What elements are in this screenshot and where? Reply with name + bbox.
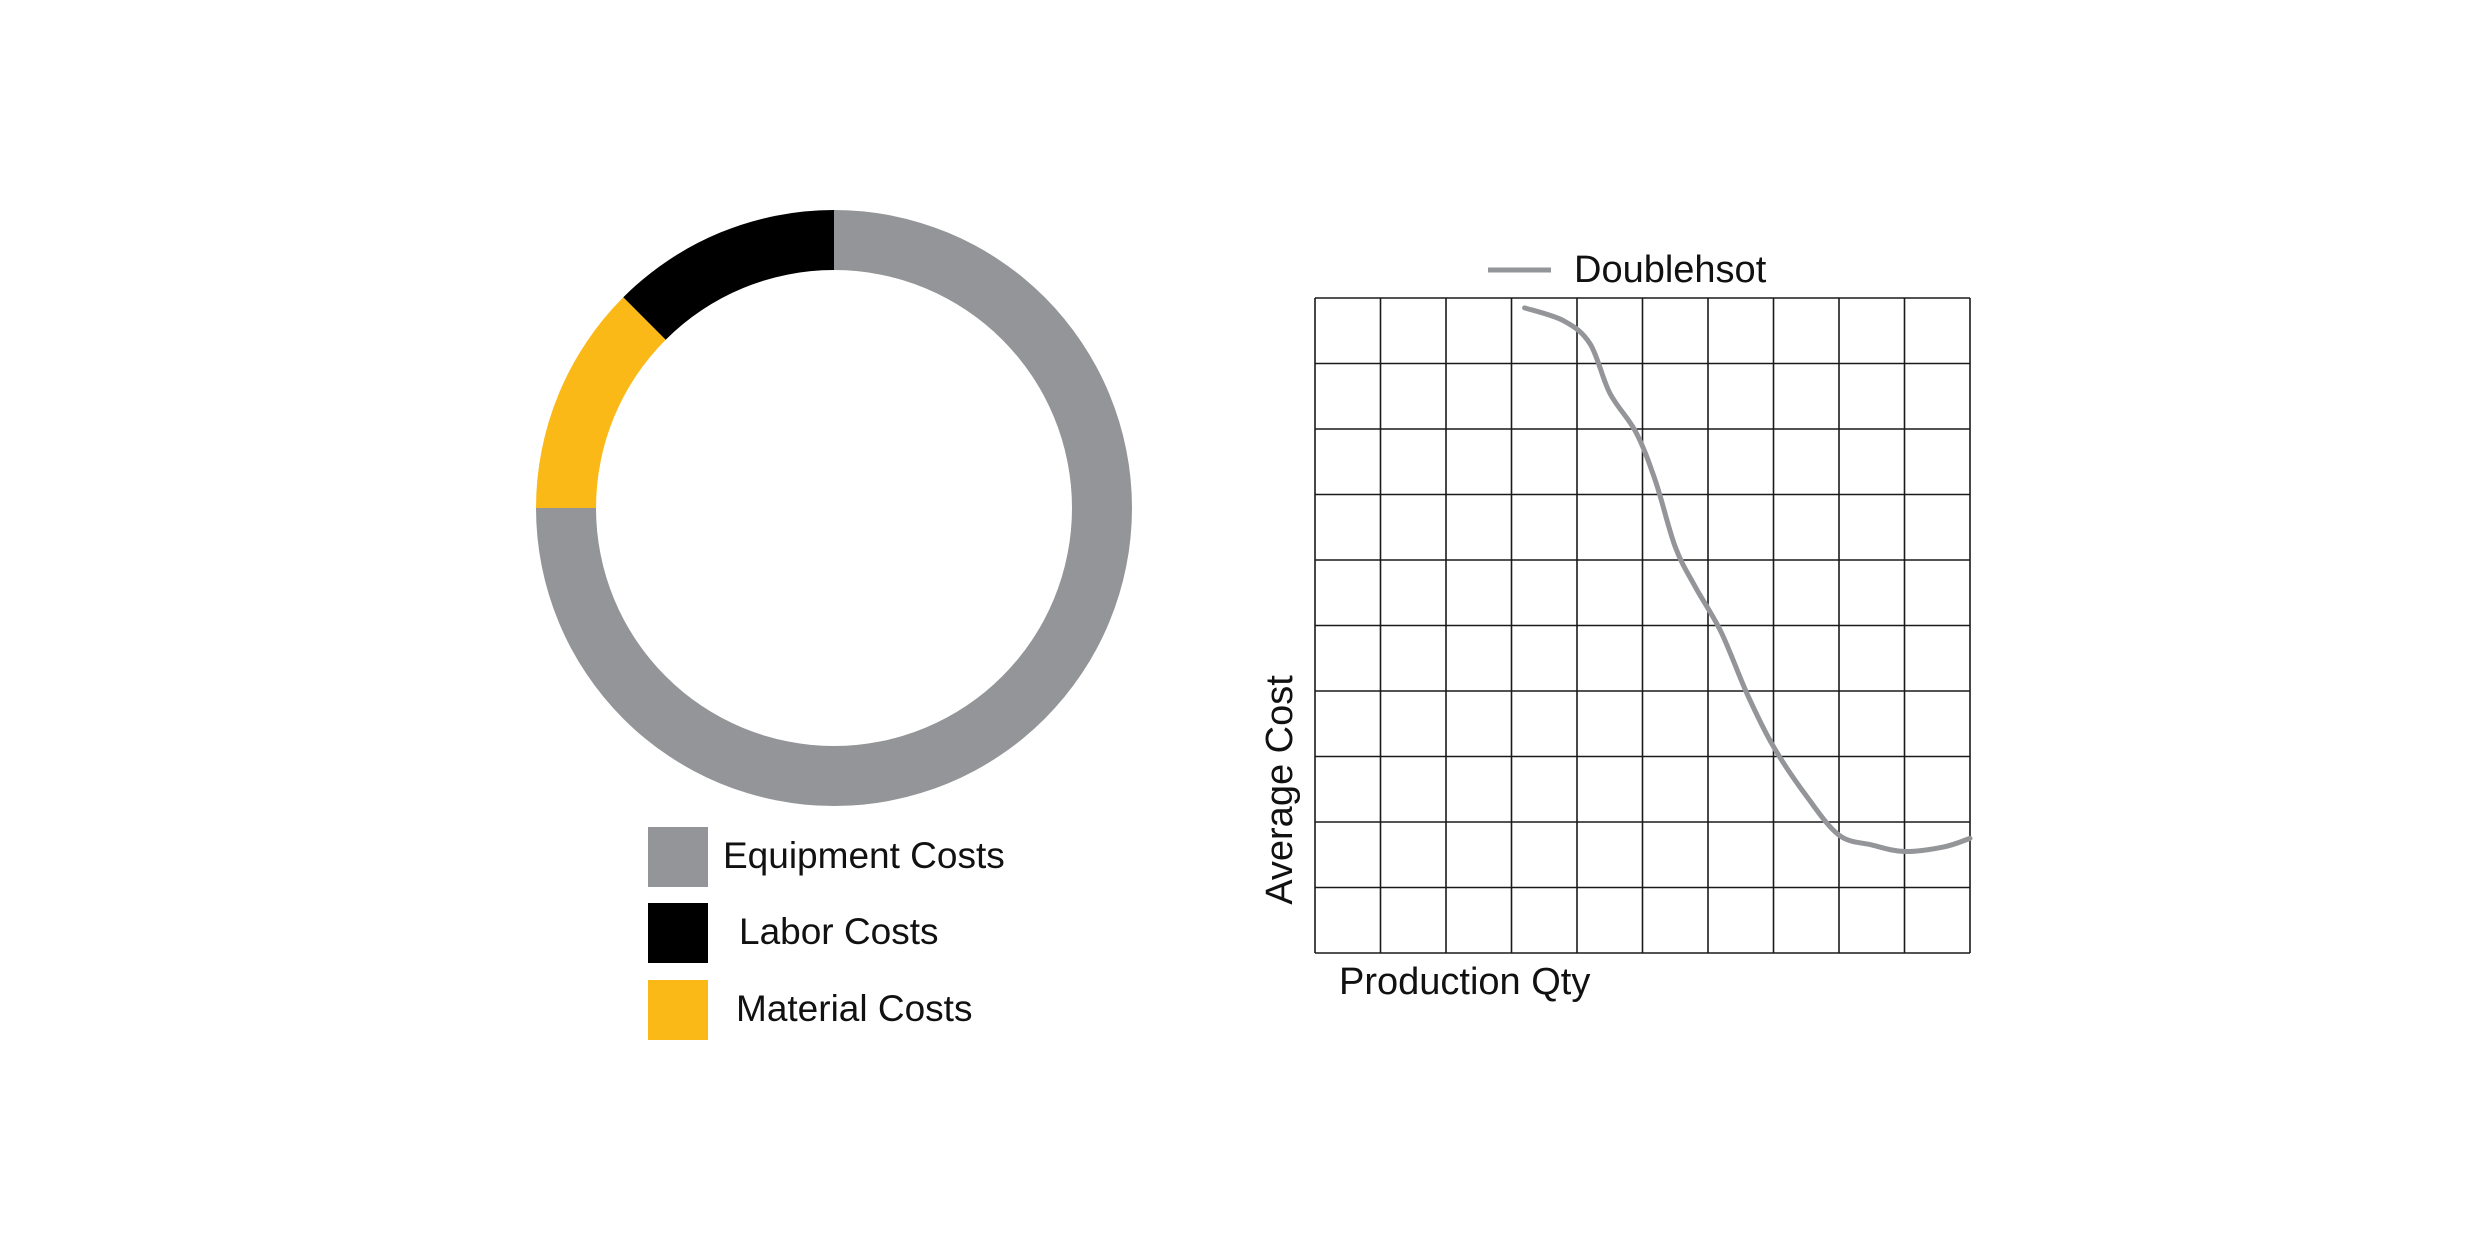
- legend-swatch-labor-costs: [648, 903, 708, 963]
- line-legend: Doublehsot: [1488, 249, 1767, 291]
- legend-swatch-material-costs: [648, 980, 708, 1040]
- legend-label-labor-costs: Labor Costs: [739, 911, 939, 952]
- donut-legend: Equipment Costs Labor Costs Material Costs: [648, 827, 1005, 1040]
- line-chart: Doublehsot Production Qty Average Cost: [1259, 249, 1973, 1003]
- series-line-doublehsot: [1522, 305, 1973, 854]
- donut-slice-material-costs: [536, 297, 666, 508]
- grid: [1314, 297, 1971, 954]
- legend-item-material-costs: Material Costs: [648, 980, 972, 1040]
- legend-label-equipment-costs: Equipment Costs: [723, 835, 1005, 876]
- y-axis-label: Average Cost: [1259, 675, 1301, 905]
- legend-swatch-equipment-costs: [648, 827, 708, 887]
- donut-slice-labor-costs: [623, 210, 834, 340]
- legend-label-material-costs: Material Costs: [736, 988, 972, 1029]
- legend-item-equipment-costs: Equipment Costs: [648, 827, 1005, 887]
- x-axis-label: Production Qty: [1339, 961, 1590, 1003]
- legend-label-doublehsot: Doublehsot: [1574, 249, 1767, 291]
- donut-chart: [536, 210, 1132, 806]
- legend-item-labor-costs: Labor Costs: [648, 903, 939, 963]
